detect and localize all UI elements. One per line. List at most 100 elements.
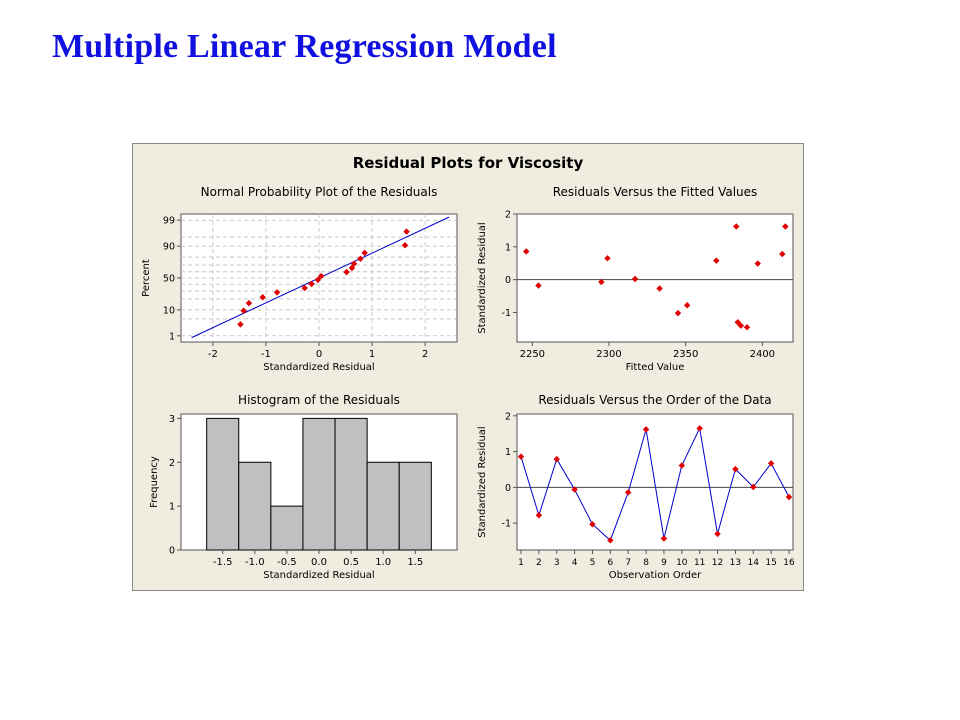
- order-plot-xlabel: Observation Order: [609, 570, 702, 581]
- histogram-ylabel: Frequency: [149, 456, 160, 508]
- order-point: [517, 453, 525, 460]
- figure-title: Residual Plots for Viscosity: [353, 154, 584, 172]
- histogram-xtick-label: 1.5: [407, 557, 423, 568]
- histogram-bar: [206, 417, 240, 551]
- histogram-xtick-label: -0.5: [277, 557, 297, 568]
- histogram-xtick-label: -1.5: [213, 557, 233, 568]
- fitted-point: [683, 302, 691, 309]
- normal-plot-xlabel: Standardized Residual: [263, 362, 374, 373]
- residual-plots-panel: Residual Plots for Viscosity -2 -1 0 1 2 1 10 5…: [132, 143, 804, 591]
- normal-point: [348, 264, 356, 272]
- histogram-bar: [366, 461, 400, 551]
- normal-point: [361, 249, 368, 257]
- order-xtick-label: 8: [643, 558, 649, 568]
- order-xtick-label: 9: [661, 558, 667, 568]
- fitted-xtick-label: 2250: [520, 349, 545, 360]
- order-point: [714, 530, 721, 538]
- histogram-bar: [238, 461, 272, 551]
- order-xtick-label: 15: [765, 558, 776, 568]
- fitted-plot-xlabel: Fitted Value: [626, 362, 685, 373]
- fitted-ytick-label: 2: [505, 210, 511, 221]
- order-xtick-label: 6: [607, 558, 613, 568]
- normal-xtick-label: -1: [261, 349, 271, 360]
- histogram-bar: [334, 417, 368, 551]
- fitted-xtick-label: 2400: [750, 349, 775, 360]
- order-point: [678, 462, 686, 469]
- normal-point: [273, 289, 281, 296]
- order-ytick-label: -1: [502, 519, 511, 530]
- fitted-point: [522, 248, 530, 255]
- order-point: [732, 465, 739, 473]
- order-point: [660, 535, 668, 542]
- order-xtick-label: 11: [694, 558, 705, 568]
- fitted-plot-area: [516, 213, 794, 343]
- histogram-ytick-label: 0: [169, 546, 175, 557]
- histogram-ytick-label: 3: [169, 414, 175, 425]
- order-plot-ylabel: Standardized Residual: [477, 426, 488, 537]
- order-point: [535, 512, 543, 519]
- normal-point: [403, 228, 410, 235]
- normal-point: [245, 299, 253, 307]
- fitted-xtick-label: 2300: [596, 349, 621, 360]
- order-point: [553, 455, 560, 463]
- histogram-xtick-label: 0.0: [311, 557, 327, 568]
- normal-xtick-label: 1: [369, 349, 375, 360]
- order-point: [607, 537, 614, 544]
- order-xtick-label: 1: [518, 558, 524, 568]
- normal-plot-title: Normal Probability Plot of the Residuals: [201, 185, 438, 199]
- order-point: [624, 489, 632, 496]
- order-point: [589, 521, 596, 528]
- fitted-point: [604, 255, 611, 262]
- normal-xtick-label: -2: [208, 349, 218, 360]
- normal-point: [317, 272, 325, 280]
- fitted-plot-ylabel: Standardized Residual: [477, 222, 488, 333]
- fitted-plot-title: Residuals Versus the Fitted Values: [553, 185, 758, 199]
- fitted-point: [779, 250, 786, 258]
- order-xtick-label: 5: [590, 558, 596, 568]
- fitted-ytick-label: 0: [505, 275, 511, 286]
- fitted-point: [535, 282, 542, 289]
- histogram-xlabel: Standardized Residual: [263, 570, 374, 581]
- residual-plots-figure: Residual Plots for Viscosity -2 -1 0 1 21105…: [141, 154, 795, 581]
- normal-point: [357, 255, 364, 262]
- order-xtick-label: 16: [783, 558, 795, 568]
- order-point: [571, 486, 578, 493]
- order-xtick-label: 2: [536, 558, 542, 568]
- histogram-title: Histogram of the Residuals: [238, 393, 400, 407]
- normal-xtick-label: 2: [422, 349, 428, 360]
- histogram-xtick-label: 1.0: [375, 557, 391, 568]
- normal-plot-ylabel: Percent: [141, 259, 152, 297]
- order-point: [785, 493, 793, 501]
- normal-point: [350, 260, 358, 267]
- fitted-point: [598, 278, 605, 286]
- fitted-point: [631, 275, 639, 283]
- histogram-bar: [398, 461, 432, 551]
- order-ytick-label: 1: [505, 447, 511, 458]
- order-point: [750, 483, 757, 491]
- normal-point: [240, 307, 247, 314]
- order-xtick-label: 13: [730, 558, 741, 568]
- histogram-xtick-label: -1.0: [245, 557, 265, 568]
- fitted-ytick-label: -1: [502, 308, 511, 319]
- fitted-point: [782, 223, 789, 230]
- fitted-point: [734, 319, 742, 326]
- order-point: [642, 426, 650, 433]
- histogram-ytick-label: 2: [169, 458, 175, 469]
- normal-xtick-label: 0: [316, 349, 322, 360]
- order-xtick-label: 7: [625, 558, 631, 568]
- order-ytick-label: 0: [505, 483, 511, 494]
- normal-point: [308, 280, 315, 288]
- normal-ytick-label: 10: [163, 305, 175, 316]
- fitted-ytick-label: 1: [505, 242, 511, 253]
- order-xtick-label: 4: [572, 558, 578, 568]
- fitted-point: [733, 223, 740, 230]
- normal-point: [259, 294, 266, 301]
- normal-ytick-label: 90: [163, 242, 175, 253]
- order-point: [696, 425, 703, 432]
- order-ytick-label: 2: [505, 411, 511, 422]
- fitted-point: [713, 257, 720, 264]
- histogram-bar: [302, 417, 336, 551]
- fitted-point: [656, 285, 663, 292]
- normal-point: [237, 321, 244, 328]
- fitted-point: [754, 260, 761, 267]
